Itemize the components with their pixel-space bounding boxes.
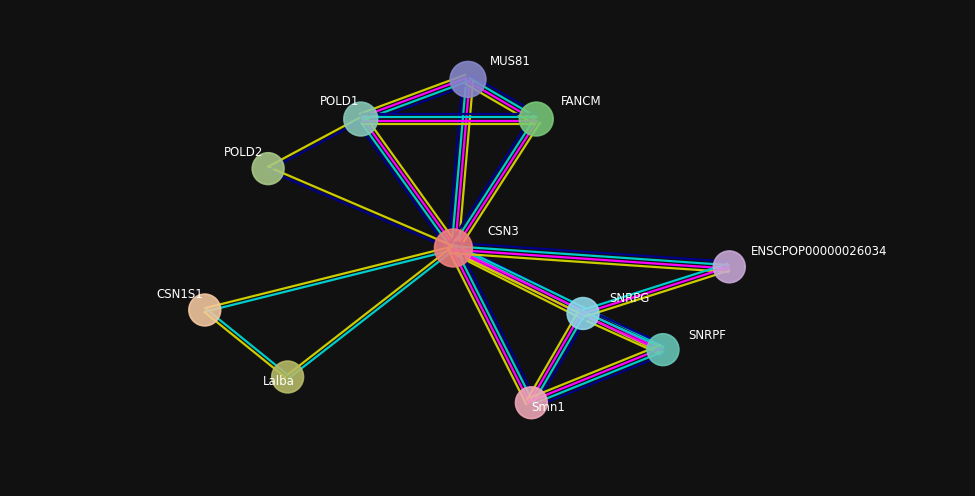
Ellipse shape [189,294,220,326]
Text: ENSCPOP00000026034: ENSCPOP00000026034 [751,245,887,258]
Ellipse shape [647,334,679,366]
Text: CSN1S1: CSN1S1 [156,288,203,301]
Ellipse shape [435,229,472,267]
Text: SNRPG: SNRPG [609,292,649,305]
Ellipse shape [272,361,303,393]
Text: Smn1: Smn1 [531,401,565,414]
Text: POLD1: POLD1 [320,95,359,108]
Ellipse shape [253,153,284,185]
Text: Lalba: Lalba [263,375,295,388]
Text: POLD2: POLD2 [224,146,263,159]
Ellipse shape [567,298,599,329]
Ellipse shape [714,251,745,283]
Text: MUS81: MUS81 [489,56,530,68]
Ellipse shape [520,102,553,136]
Ellipse shape [450,62,486,97]
Text: CSN3: CSN3 [488,225,520,238]
Ellipse shape [344,102,377,136]
Text: SNRPF: SNRPF [688,329,726,342]
Text: FANCM: FANCM [561,95,602,108]
Ellipse shape [516,387,547,419]
